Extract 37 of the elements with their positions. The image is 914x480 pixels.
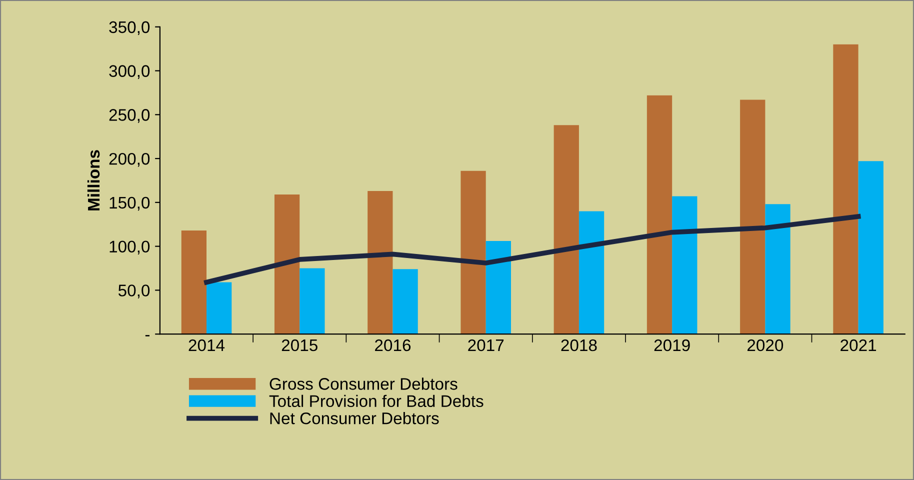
bar	[181, 230, 207, 334]
bar	[368, 191, 393, 334]
bar	[578, 211, 604, 334]
y-tick-label: 250,0	[109, 109, 150, 123]
y-tick-label: 350,0	[109, 21, 150, 36]
bar	[274, 194, 300, 334]
y-tick-label: 300,0	[109, 65, 150, 79]
bar	[392, 269, 418, 334]
legend-label: Net Consumer Debtors	[270, 412, 439, 424]
bar	[206, 282, 232, 334]
x-tick-label: 2019	[654, 339, 690, 352]
x-tick-label: 2016	[375, 339, 411, 352]
bar	[646, 95, 672, 334]
x-tick-label: 2015	[282, 339, 318, 352]
x-tick-label: 2020	[747, 339, 784, 352]
x-tick-label: 2021	[840, 339, 876, 352]
y-tick-label: 100,0	[110, 240, 150, 254]
bar	[672, 196, 698, 334]
bar	[460, 170, 486, 334]
y-axis-title: Millions	[87, 150, 100, 210]
y-tick-label: 150,0	[110, 196, 150, 211]
bar	[300, 268, 325, 334]
bar	[486, 241, 511, 334]
x-tick-label: 2018	[561, 339, 597, 352]
bar	[858, 161, 884, 334]
bar	[554, 125, 579, 334]
x-tick-label: 2014	[188, 339, 225, 352]
bar	[833, 44, 858, 334]
x-tick-label: 2017	[468, 339, 504, 352]
legend-label: Total Provision for Bad Debts	[269, 394, 484, 408]
y-tick-label: 50,0	[118, 284, 150, 298]
bar	[740, 100, 766, 334]
bar	[765, 204, 790, 334]
legend-label: Gross Consumer Debtors	[270, 378, 458, 390]
y-tick-label: 200,0	[109, 152, 150, 167]
y-tick-label: -	[145, 335, 150, 336]
line-series	[204, 214, 861, 285]
